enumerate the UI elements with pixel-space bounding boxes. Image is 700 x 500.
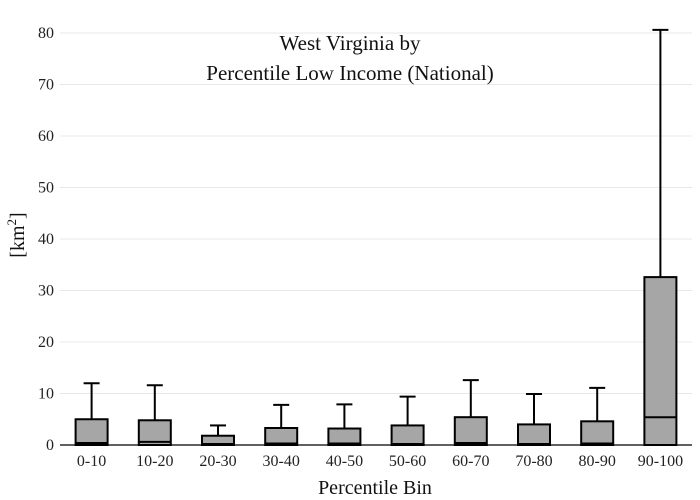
chart-title-line-2: Percentile Low Income (National) — [206, 61, 493, 85]
x-tick-label-10-20: 10-20 — [136, 453, 173, 470]
y-axis-label-main: [km — [7, 225, 29, 258]
x-tick-label-40-50: 40-50 — [326, 453, 363, 470]
x-tick-label-0-10: 0-10 — [77, 453, 106, 470]
box-30-40 — [264, 403, 299, 447]
box-rect-80-90 — [580, 420, 615, 446]
x-axis-label: Percentile Bin — [318, 477, 432, 499]
y-tick-label-80: 80 — [38, 25, 54, 42]
y-tick-label-50: 50 — [38, 180, 54, 197]
gridlines — [60, 32, 692, 394]
x-tick-label-50-60: 50-60 — [389, 453, 426, 470]
x-tick-label-60-70: 60-70 — [452, 453, 489, 470]
y-tick-label-0: 0 — [46, 437, 54, 454]
chart-title-line-1: West Virginia by — [280, 31, 421, 55]
box-10-20 — [137, 384, 172, 446]
y-axis-label-superscript: 2 — [4, 219, 19, 226]
x-tick-label-90-100: 90-100 — [638, 453, 683, 470]
box-rect-0-10 — [74, 418, 109, 446]
y-tick-label-10: 10 — [38, 386, 54, 403]
box-70-80 — [517, 393, 551, 446]
y-axis-label-close: ] — [7, 212, 29, 219]
y-tick-label-30: 30 — [38, 283, 54, 300]
box-rect-30-40 — [264, 427, 299, 447]
x-tick-label-80-90: 80-90 — [579, 453, 616, 470]
x-tick-label-20-30: 20-30 — [199, 453, 236, 470]
box-60-70 — [453, 379, 488, 447]
box-20-30 — [201, 424, 235, 447]
box-80-90 — [580, 386, 615, 446]
x-tick-label-70-80: 70-80 — [515, 453, 552, 470]
box-rect-90-100 — [643, 276, 678, 446]
x-tick-label-30-40: 30-40 — [263, 453, 300, 470]
y-axis-ticks: 0 10 20 30 40 50 60 70 80 — [38, 25, 54, 454]
y-axis-label: [km2] — [4, 212, 29, 257]
box-40-50 — [327, 403, 362, 446]
y-tick-label-20: 20 — [38, 334, 54, 351]
box-rect-60-70 — [453, 416, 488, 447]
box-0-10 — [74, 382, 109, 446]
box-rect-70-80 — [517, 423, 551, 446]
x-axis-ticks: 0-10 10-20 20-30 30-40 40-50 50-60 60-70 70-80 8… — [77, 453, 683, 470]
y-tick-label-40: 40 — [38, 231, 54, 248]
box-rect-50-60 — [390, 424, 425, 446]
boxes — [74, 28, 678, 447]
box-90-100 — [643, 28, 678, 446]
y-tick-label-60: 60 — [38, 128, 54, 145]
box-50-60 — [390, 395, 425, 446]
box-rect-10-20 — [137, 419, 172, 446]
y-tick-label-70: 70 — [38, 77, 54, 94]
